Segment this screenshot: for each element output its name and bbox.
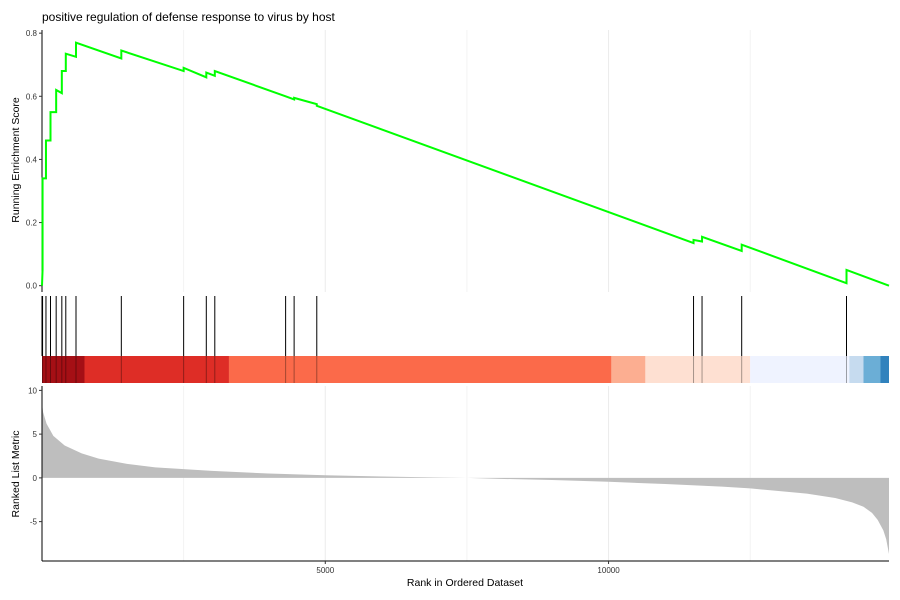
color-band — [42, 356, 889, 383]
x-axis: 5000 10000 — [42, 560, 889, 575]
running-score-line — [41, 41, 890, 287]
running-score-axis-title: Running Enrichment Score — [10, 97, 22, 223]
band-segment — [880, 356, 889, 383]
ranked-metric-axis-title: Ranked List Metric — [10, 431, 22, 518]
x-tick-label: 10000 — [597, 566, 620, 575]
hits-panel — [41, 296, 848, 356]
x-tick-label: 5000 — [316, 566, 334, 575]
y-tick-label: 0.6 — [26, 92, 38, 101]
y-tick-label: 0 — [33, 474, 38, 483]
y-tick-label: 5 — [33, 430, 38, 439]
running-score-panel: 0.0 0.2 0.4 0.6 0.8 Running Enrichment Score — [10, 29, 890, 292]
x-axis-title: Rank in Ordered Dataset — [407, 577, 523, 589]
y-tick-label: 0.2 — [26, 219, 38, 228]
band-segment — [84, 356, 229, 383]
band-segment — [849, 356, 864, 383]
y-tick-label: -5 — [30, 518, 38, 527]
y-tick-label: 0.4 — [26, 155, 38, 164]
bottom-y-axis: -5 0 5 10 — [28, 386, 43, 561]
band-segment — [750, 356, 850, 383]
ranked-metric-panel: -5 0 5 10 Ranked List Metric — [10, 386, 889, 561]
band-segment — [863, 356, 881, 383]
band-segment — [42, 356, 85, 383]
y-tick-label: 0.0 — [26, 282, 38, 291]
y-tick-label: 10 — [28, 386, 37, 395]
chart-title: positive regulation of defense response … — [42, 10, 336, 24]
top-y-axis: 0.0 0.2 0.4 0.6 0.8 — [26, 29, 43, 292]
band-segment — [228, 356, 612, 383]
band-segment — [611, 356, 646, 383]
ranked-metric-area — [42, 403, 889, 554]
y-tick-label: 0.8 — [26, 29, 38, 38]
bottom-grid — [183, 386, 751, 561]
band-segment — [645, 356, 751, 383]
